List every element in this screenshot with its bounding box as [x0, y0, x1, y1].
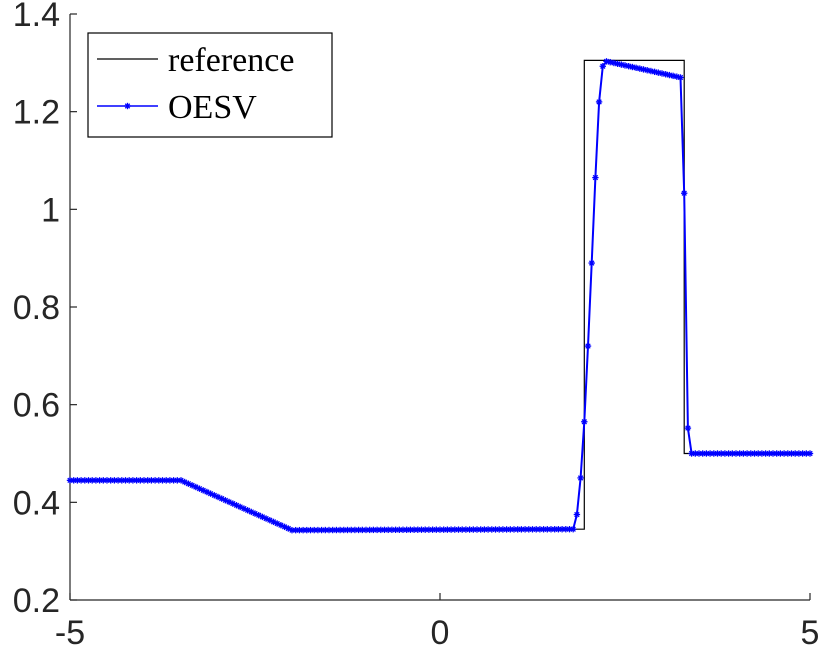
y-tick-label: 1.4: [13, 0, 60, 34]
data-point: [647, 67, 655, 75]
data-point: [607, 58, 614, 66]
data-point: [595, 98, 603, 106]
axes: 0.2 0.4 0.6 0.8 1 1.2 1.4 -5 0 5: [13, 0, 820, 652]
legend: reference OESV: [87, 32, 333, 138]
data-point: [684, 424, 692, 432]
data-point: [621, 62, 629, 69]
x-tick-label: 0: [431, 614, 450, 652]
data-point: [581, 418, 588, 425]
data-point: [806, 450, 814, 457]
data-point: [677, 74, 684, 81]
y-tick-label: 0.2: [13, 582, 60, 620]
y-tick-label: 0.4: [13, 484, 60, 522]
data-point: [570, 525, 577, 533]
data-point: [618, 61, 625, 68]
plot-area: [66, 58, 814, 534]
data-point: [573, 511, 581, 518]
data-point: [248, 508, 255, 516]
data-point: [681, 190, 688, 197]
data-point: [658, 70, 666, 77]
data-point: [588, 259, 595, 267]
y-tick-label: 1.2: [13, 94, 60, 132]
data-point: [632, 64, 640, 72]
data-point: [666, 71, 673, 79]
legend-box: [87, 32, 333, 138]
data-point: [584, 342, 592, 350]
legend-oesv-label: OESV: [168, 89, 257, 126]
data-point: [577, 474, 584, 482]
y-tick-label: 1: [41, 191, 60, 229]
legend-oesv-marker: [124, 102, 131, 110]
data-point: [592, 174, 599, 181]
x-tick-label: 5: [801, 614, 820, 652]
x-tick-label: -5: [55, 614, 85, 652]
y-tick-label: 0.8: [13, 289, 60, 327]
data-point: [625, 63, 632, 70]
legend-reference-label: reference: [168, 42, 294, 79]
y-tick-label: 0.6: [13, 387, 60, 425]
data-point: [610, 59, 618, 67]
data-point: [599, 63, 606, 70]
